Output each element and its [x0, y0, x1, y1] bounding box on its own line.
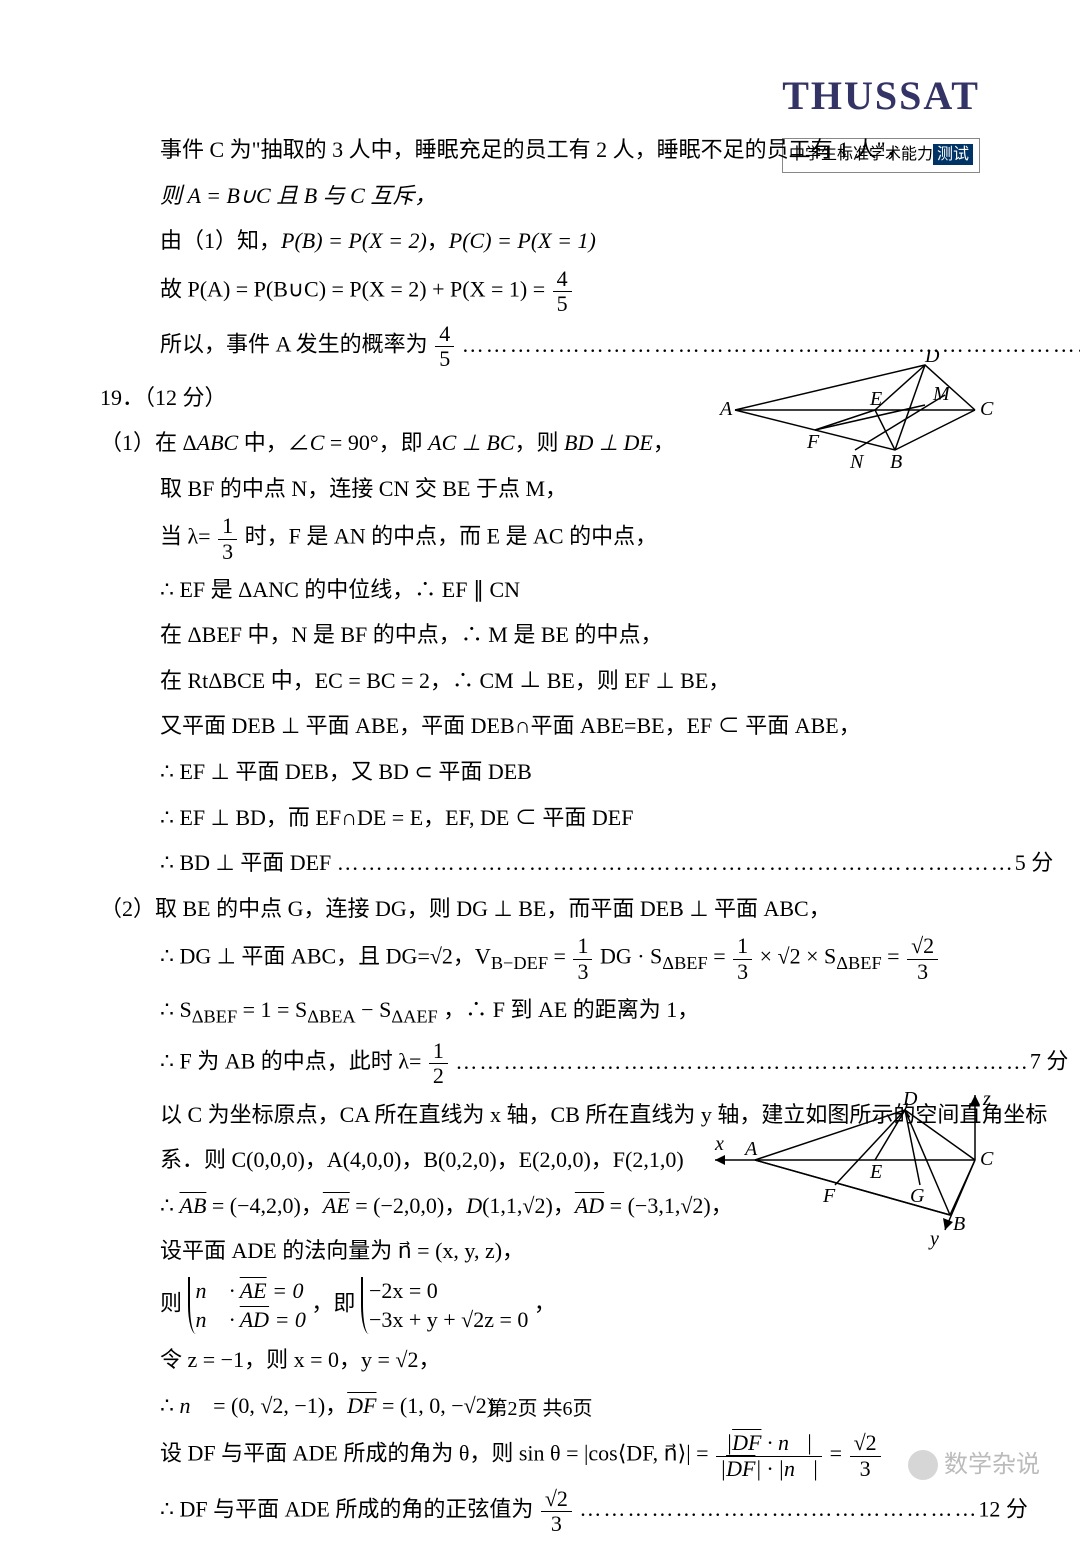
- p18-l2: 则 A = B∪C 且 B 与 C 互斥，: [100, 176, 980, 216]
- q19-1-l2: 取 BF 的中点 N，连接 CN 交 BE 于点 M，: [100, 469, 980, 509]
- q19-1-l10: ∴ BD ⊥ 平面 DEF …………………………………………………………..………: [100, 843, 980, 883]
- svg-text:x: x: [714, 1133, 724, 1155]
- q19-2-l3: ∴ SΔBEF = 1 = SΔBEA − SΔAEF ，∴ F 到 AE 的距…: [100, 990, 980, 1033]
- q19-1-l7: 又平面 DEB ⊥ 平面 ABE，平面 DEB∩平面 ABE=BE，EF ⊂ 平…: [100, 706, 980, 746]
- svg-text:B: B: [953, 1213, 965, 1235]
- svg-text:z: z: [982, 1090, 991, 1110]
- svg-text:D: D: [902, 1090, 918, 1110]
- p18-l3: 由（1）知，P(B) = P(X = 2)，P(C) = P(X = 1): [100, 221, 980, 261]
- q19-1-l9: ∴ EF ⊥ BD，而 EF∩DE = E，EF, DE ⊂ 平面 DEF: [100, 798, 980, 838]
- q19-1-l4: ∴ EF 是 ΔANC 的中位线，∴ EF ∥ CN: [100, 570, 980, 610]
- q19-2-l2: ∴ DG ⊥ 平面 ABC，且 DG=√2，VB−DEF = 13 DG · S…: [100, 934, 980, 983]
- logo-main: THUSSAT: [782, 60, 980, 132]
- svg-text:A: A: [718, 398, 733, 420]
- svg-text:E: E: [869, 1161, 882, 1183]
- svg-text:B: B: [890, 451, 902, 470]
- diagram-2: A B C D E F G x y z: [705, 1090, 1005, 1250]
- p18-l1: 事件 C 为"抽取的 3 人中，睡眠充足的员工有 2 人，睡眠不足的员工有 1 …: [100, 130, 980, 170]
- watermark: 数学杂说: [908, 1444, 1040, 1487]
- svg-text:N: N: [849, 451, 865, 470]
- q19-2-l13: ∴ DF 与平面 ADE 所成的角的正弦值为 √23 ………………………..………: [100, 1487, 980, 1536]
- q19-2-l4: ∴ F 为 AB 的中点，此时 λ= 12 ……………………………..………………: [100, 1039, 980, 1088]
- q19-1-l8: ∴ EF ⊥ 平面 DEB，又 BD ⊂ 平面 DEB: [100, 752, 980, 792]
- watermark-icon: [908, 1450, 938, 1480]
- page-content: 事件 C 为"抽取的 3 人中，睡眠充足的员工有 2 人，睡眠不足的员工有 1 …: [100, 130, 980, 1542]
- q19-2-l1: （2）取 BE 的中点 G，连接 DG，则 DG ⊥ BE，而平面 DEB ⊥ …: [100, 889, 980, 929]
- q19-1-l3: 当 λ= 13 时，F 是 AN 的中点，而 E 是 AC 的中点，: [100, 514, 980, 563]
- q19-2-l12: 设 DF 与平面 ADE 所成的角为 θ，则 sin θ = |cos⟨DF, …: [100, 1431, 980, 1480]
- q19-1-l6: 在 RtΔBCE 中，EC = BC = 2，∴ CM ⊥ BE，则 EF ⊥ …: [100, 661, 980, 701]
- svg-text:E: E: [869, 388, 882, 410]
- svg-text:C: C: [980, 398, 994, 420]
- svg-text:G: G: [910, 1185, 925, 1207]
- svg-text:y: y: [928, 1228, 939, 1250]
- svg-text:M: M: [932, 383, 951, 405]
- watermark-text: 数学杂说: [944, 1444, 1040, 1487]
- q19-2-l9: 则 n⃗ · AE = 0 n⃗ · AD = 0 ，即 −2x = 0 −3x…: [100, 1277, 980, 1334]
- p18-l4: 故 P(A) = P(B∪C) = P(X = 2) + P(X = 1) = …: [100, 267, 980, 316]
- svg-text:D: D: [924, 350, 940, 367]
- diagram-1: A B C D E F M N: [715, 350, 995, 470]
- svg-text:F: F: [806, 431, 820, 453]
- svg-text:A: A: [743, 1138, 758, 1160]
- system-2: −2x = 0 −3x + y + √2z = 0: [361, 1277, 528, 1334]
- page-footer: 第2页 共6页: [0, 1391, 1080, 1427]
- q19-2-l10: 令 z = −1，则 x = 0，y = √2，: [100, 1340, 980, 1380]
- q19-1-l5: 在 ΔBEF 中，N 是 BF 的中点，∴ M 是 BE 的中点，: [100, 615, 980, 655]
- svg-text:F: F: [822, 1185, 836, 1207]
- system-1: n⃗ · AE = 0 n⃗ · AD = 0: [188, 1277, 306, 1334]
- svg-text:C: C: [980, 1148, 994, 1170]
